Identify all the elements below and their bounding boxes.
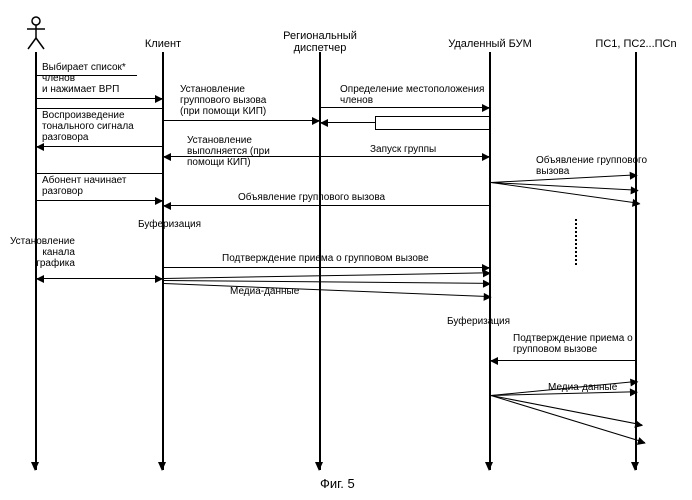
arrow-setup-exec xyxy=(164,156,319,157)
msg-select-list: Выбирает список*членови нажимает ВРП xyxy=(42,62,126,95)
arrow-ack-group xyxy=(164,267,489,268)
arrow-ack-group2 xyxy=(491,360,635,361)
msg-buffering2: Буферизация xyxy=(447,316,510,327)
lifeline-bum-label: Удаленный БУМ xyxy=(448,38,532,50)
msg-talker-begins: Абонент начинаетразговор xyxy=(42,175,126,197)
rule-1 xyxy=(37,75,137,76)
msg-setup-call: Установлениегруппового вызова(при помощи… xyxy=(180,84,266,117)
lifeline-ps-label: ПС1, ПС2...ПСn xyxy=(595,38,676,50)
msg-start-group: Запуск группы xyxy=(370,144,436,155)
dots-ps xyxy=(575,219,577,265)
lifeline-ps xyxy=(635,52,637,470)
msg-buffering1: Буферизация xyxy=(138,219,201,230)
arrow-traffic-setup xyxy=(37,278,162,279)
actor-user-icon xyxy=(25,16,47,55)
rule-2 xyxy=(37,108,162,109)
msg-ack-group: Подтверждение приема о групповом вызове xyxy=(222,253,429,264)
arrow-media2-3 xyxy=(491,395,642,425)
arrow-play-tone xyxy=(37,146,162,147)
msg-ack-group2: Подтверждение приема огрупповом вызове xyxy=(513,333,633,355)
arrow-media2-4 xyxy=(491,395,645,443)
arrow-locate-members xyxy=(321,107,489,108)
arrow-media-1 xyxy=(164,272,490,279)
arrow-select-list xyxy=(37,98,162,99)
rule-3 xyxy=(37,173,162,174)
figure-label: Фиг. 5 xyxy=(320,476,355,491)
box-location-result xyxy=(375,116,490,130)
arrow-location-return xyxy=(321,122,375,123)
arrow-announce-left xyxy=(164,205,489,206)
msg-setup-exec: Установлениевыполняется (припомощи КИП) xyxy=(187,135,270,168)
msg-locate-members: Определение местоположениячленов xyxy=(340,84,484,106)
arrow-media-2 xyxy=(164,280,490,284)
arrow-start-group xyxy=(321,156,489,157)
msg-announce-left: Объявление группового вызова xyxy=(238,192,385,203)
arrow-setup-call xyxy=(164,120,319,121)
lifeline-bum xyxy=(489,52,491,470)
msg-traffic-setup: Установлениеканалатрафика xyxy=(10,236,75,269)
arrow-talker-begins xyxy=(37,200,162,201)
lifeline-client-label: Клиент xyxy=(145,38,181,50)
msg-play-tone: Воспроизведениетонального сигналаразгово… xyxy=(42,110,134,143)
arrow-media-3 xyxy=(164,283,491,297)
arrow-announce-ps2 xyxy=(491,182,638,191)
lifeline-regional-label: Региональныйдиспетчер xyxy=(283,30,357,54)
lifeline-client xyxy=(162,52,164,470)
